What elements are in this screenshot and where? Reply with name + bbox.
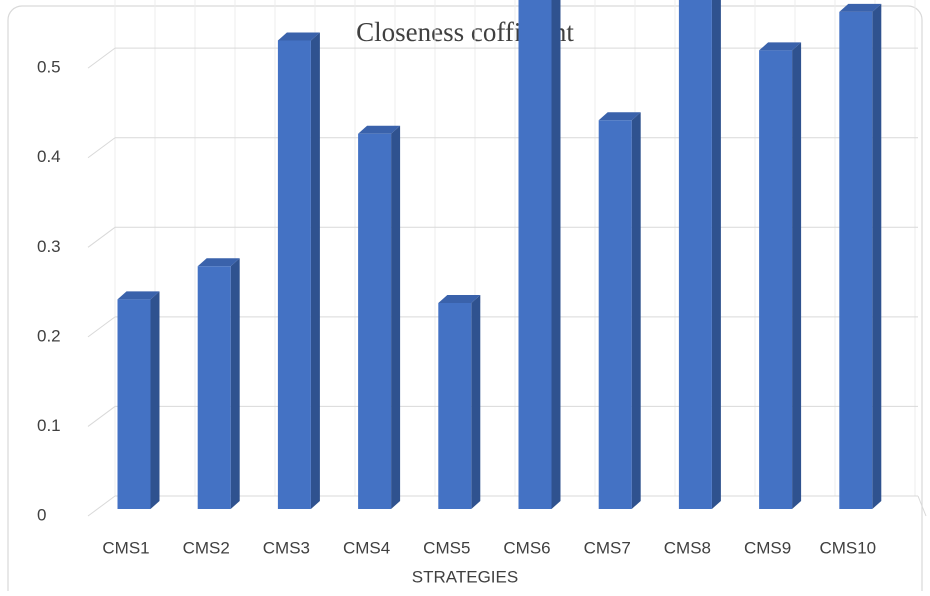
y-tick-label: 0 xyxy=(37,505,46,524)
bar xyxy=(197,258,240,509)
bar-front xyxy=(438,302,472,509)
bar-top xyxy=(598,112,641,121)
grid-diagonal xyxy=(87,406,116,427)
x-tick-label: CMS7 xyxy=(584,538,631,557)
x-tick-label: CMS3 xyxy=(263,538,310,557)
bar-top xyxy=(438,294,481,303)
bar xyxy=(277,32,320,509)
grid-diagonal xyxy=(87,226,116,248)
bar xyxy=(358,125,401,510)
bar-front xyxy=(759,50,793,509)
bar-side xyxy=(711,0,721,509)
bar-front xyxy=(839,11,873,510)
bar-front xyxy=(678,0,712,509)
bar-side xyxy=(551,0,561,509)
bar xyxy=(759,42,802,509)
x-tick-label: CMS5 xyxy=(423,538,470,557)
bar-side xyxy=(792,42,802,509)
grid-diagonal xyxy=(87,495,116,517)
bar-top xyxy=(197,258,240,267)
bar-front xyxy=(518,0,552,509)
x-tick-label: CMS8 xyxy=(664,538,711,557)
bar-front xyxy=(117,299,151,509)
bar-top xyxy=(358,125,401,134)
bar-top xyxy=(117,291,160,300)
x-axis-title: STRATEGIES xyxy=(412,567,518,586)
bar-top xyxy=(839,3,882,12)
bar-front xyxy=(358,133,392,509)
bar-front xyxy=(197,266,231,509)
bar-front xyxy=(598,120,632,509)
bar xyxy=(598,112,641,509)
x-tick-label: CMS10 xyxy=(819,538,876,557)
grid-diagonal xyxy=(87,47,116,69)
bar xyxy=(518,0,561,509)
y-tick-label: 0.5 xyxy=(37,58,61,77)
bar xyxy=(117,291,160,509)
bar-side xyxy=(631,112,641,509)
grid-diagonal xyxy=(87,137,116,159)
y-tick-label: 0.1 xyxy=(37,416,61,435)
bar-front xyxy=(277,40,311,509)
y-tick-label: 0.3 xyxy=(37,237,61,256)
bar-side xyxy=(471,294,481,509)
bar xyxy=(839,3,882,510)
bar-side xyxy=(230,258,240,509)
x-tick-label: CMS6 xyxy=(503,538,550,557)
x-tick-label: CMS2 xyxy=(183,538,230,557)
bar-side xyxy=(150,291,160,509)
bar-top xyxy=(759,42,802,51)
bar-side xyxy=(310,32,320,509)
bar xyxy=(678,0,721,509)
floor-edge xyxy=(917,495,927,517)
y-tick-label: 0.4 xyxy=(37,147,61,166)
bar-top xyxy=(277,32,320,41)
bar-side xyxy=(391,125,401,510)
x-tick-label: CMS9 xyxy=(744,538,791,557)
bar-side xyxy=(872,3,882,510)
x-tick-label: CMS1 xyxy=(102,538,149,557)
bar xyxy=(438,294,481,509)
x-tick-label: CMS4 xyxy=(343,538,390,557)
y-tick-label: 0.2 xyxy=(37,326,61,345)
grid-diagonal xyxy=(87,316,116,338)
